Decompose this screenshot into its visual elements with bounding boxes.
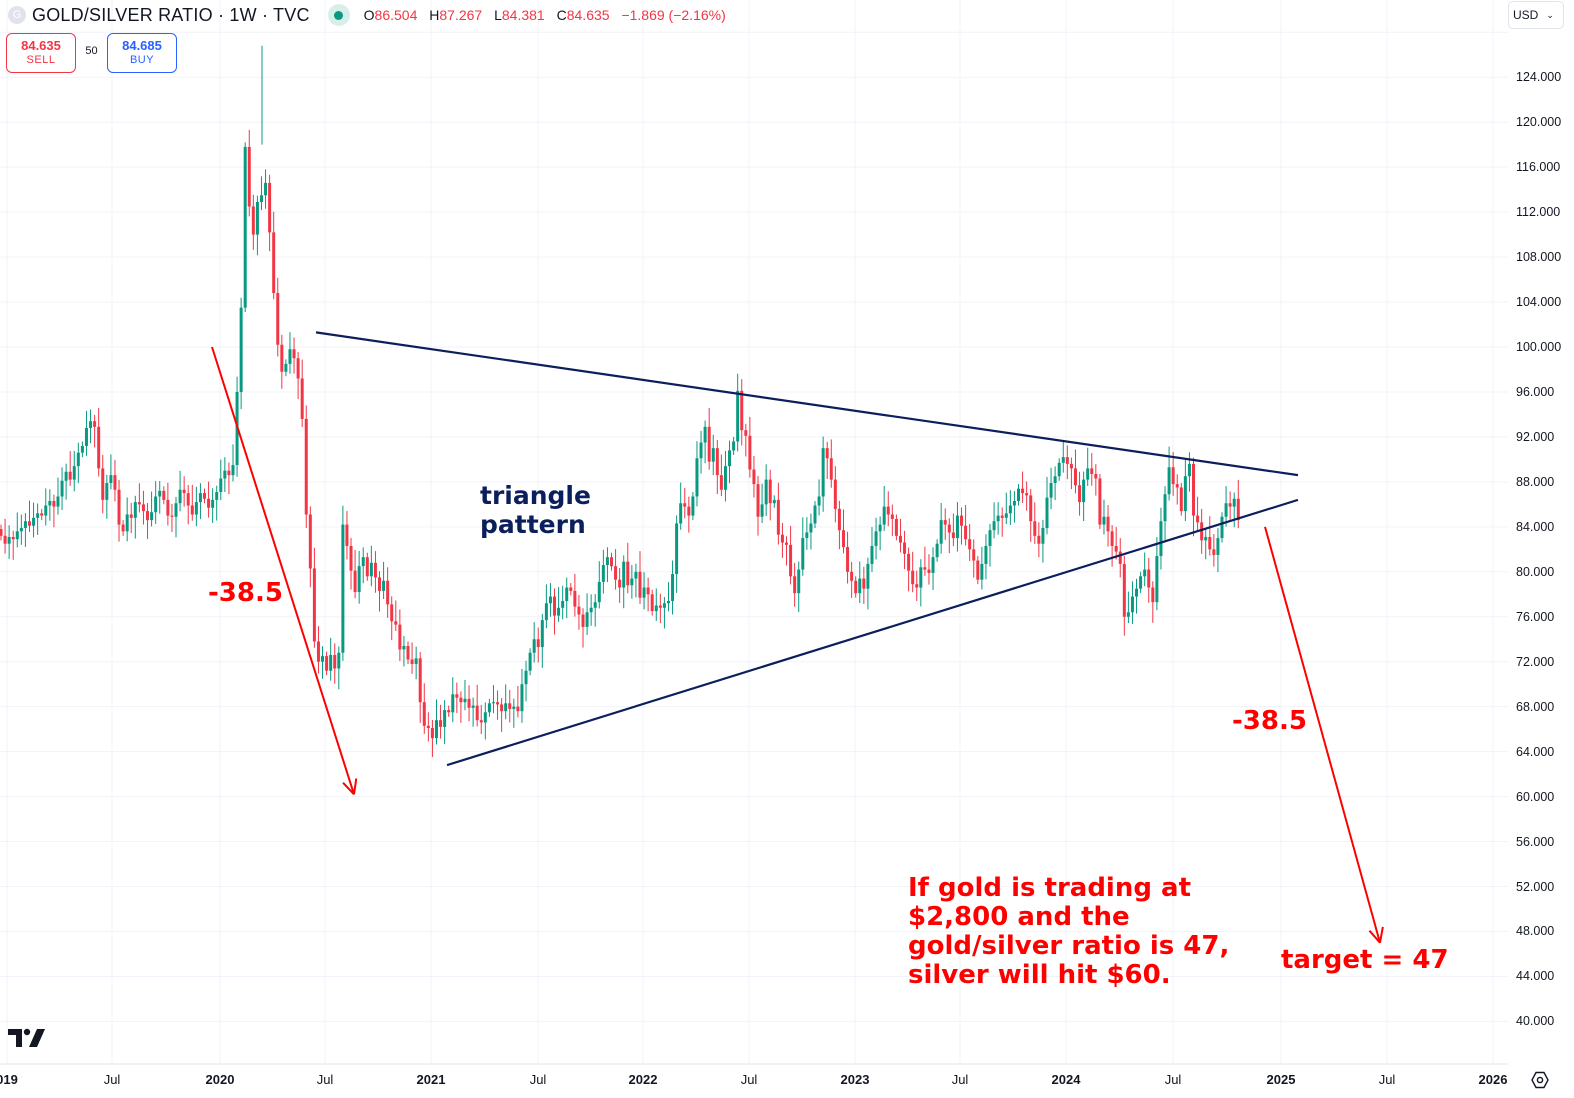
price-tick-label: 84.000 (1516, 519, 1555, 534)
settings-icon[interactable] (1530, 1070, 1550, 1090)
ohlc-values: O86.504 H87.267 L84.381 C84.635 −1.869 (… (363, 7, 726, 23)
time-tick-label: Jul (1378, 1072, 1396, 1087)
market-status-icon[interactable] (327, 4, 350, 26)
open-value: 86.504 (374, 7, 418, 23)
time-tick-label: Jul (316, 1072, 334, 1087)
chevron-down-icon: ⌄ (1546, 9, 1554, 20)
price-tick-label: 72.000 (1516, 654, 1555, 669)
time-tick-label: 2022 (628, 1072, 658, 1087)
lower-triangle-line (446, 498, 1299, 767)
time-tick-label: Jul (1164, 1072, 1182, 1087)
buy-price: 84.685 (122, 38, 162, 53)
change-value: −1.869 (−2.16%) (621, 7, 726, 23)
note-line: If gold is trading at (908, 873, 1191, 903)
price-tick-label: 56.000 (1516, 834, 1555, 849)
target-label: target = 47 (1281, 945, 1449, 975)
price-tick-label: 88.000 (1516, 474, 1555, 489)
time-tick-label: 2025 (1266, 1072, 1296, 1087)
left-arrow-line (211, 346, 355, 795)
sell-price: 84.635 (21, 38, 61, 53)
candlestick-series (0, 45, 1240, 758)
price-tick-label: 44.000 (1516, 969, 1555, 984)
price-tick-label: 64.000 (1516, 744, 1555, 759)
symbol-title[interactable]: GOLD/SILVER RATIO · 1W · TVC (32, 4, 310, 25)
price-tick-label: 68.000 (1516, 699, 1555, 714)
price-tick-label: 116.000 (1516, 160, 1561, 175)
trade-buttons: 84.635 SELL 50 84.685 BUY (6, 33, 177, 73)
triangle-pattern-label: triangle pattern (480, 481, 591, 539)
price-tick-label: 52.000 (1516, 879, 1555, 894)
note-line: silver will hit $60. (908, 960, 1171, 990)
right-arrow-line (1264, 526, 1381, 943)
price-tick-label: 108.000 (1516, 250, 1562, 265)
time-tick-label: 2024 (1051, 1072, 1081, 1087)
upper-triangle-line (315, 331, 1299, 477)
left-drop-label: -38.5 (208, 578, 283, 608)
price-tick-label: 80.000 (1516, 564, 1555, 579)
note-line: $2,800 and the (908, 902, 1130, 932)
time-tick-label: Jul (951, 1072, 969, 1087)
low-value: 84.381 (501, 7, 545, 23)
sell-label: SELL (26, 54, 56, 66)
note-line: gold/silver ratio is 47, (908, 931, 1230, 961)
price-tick-label: 92.000 (1516, 429, 1555, 444)
price-tick-label: 48.000 (1516, 924, 1555, 939)
price-tick-label: 40.000 (1516, 1014, 1555, 1029)
time-tick-label: 2023 (840, 1072, 870, 1087)
spread-value: 50 (85, 45, 98, 57)
chart-grid (0, 0, 1508, 1065)
price-tick-label: 104.000 (1516, 295, 1562, 310)
time-tick-label: Jul (740, 1072, 758, 1087)
currency-select[interactable]: USD ⌄ (1508, 1, 1564, 29)
price-tick-label: 100.000 (1516, 340, 1562, 354)
high-value: 87.267 (439, 7, 483, 23)
price-tick-label: 124.000 (1516, 70, 1562, 85)
close-value: 84.635 (566, 7, 610, 23)
price-tick-label: 120.000 (1516, 115, 1562, 130)
price-tick-label: 76.000 (1516, 609, 1555, 624)
buy-button[interactable]: 84.685 BUY (107, 33, 177, 73)
drawing-layer (211, 331, 1384, 944)
symbol-logo-icon: G (8, 6, 26, 24)
buy-label: BUY (129, 54, 155, 66)
right-drop-label: -38.5 (1232, 706, 1307, 736)
price-tick-label: 112.000 (1516, 205, 1561, 220)
tradingview-logo-icon[interactable] (8, 1028, 46, 1048)
price-tick-label: 60.000 (1516, 789, 1555, 804)
time-tick-label: 2026 (1478, 1072, 1508, 1087)
time-tick-label: 019 (0, 1072, 18, 1087)
symbol-header: G GOLD/SILVER RATIO · 1W · TVC O86.504 H… (8, 4, 734, 26)
silver-target-note: If gold is trading at $2,800 and the gold/… (908, 874, 1229, 990)
time-tick-label: Jul (529, 1072, 547, 1087)
time-tick-label: 2021 (416, 1072, 446, 1087)
time-tick-label: 2020 (205, 1072, 235, 1087)
sell-button[interactable]: 84.635 SELL (6, 33, 76, 73)
time-tick-label: Jul (103, 1072, 121, 1087)
price-tick-label: 96.000 (1516, 384, 1555, 399)
